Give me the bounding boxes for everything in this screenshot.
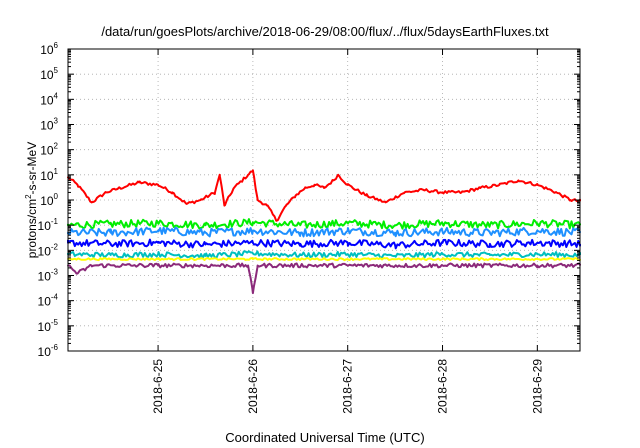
y-tick-base: 10: [38, 345, 52, 359]
y-tick-base: 10: [40, 169, 54, 183]
y-tick-label: 104: [40, 91, 58, 107]
y-tick-exponent: -5: [51, 318, 59, 327]
y-tick-base: 10: [38, 244, 52, 258]
y-tick-base: 10: [38, 219, 52, 233]
axis-ticks: [68, 48, 580, 352]
y-axis-title-exponent: 2: [24, 194, 33, 199]
series-group: [67, 169, 581, 295]
y-tick-exponent: 1: [54, 167, 59, 176]
y-tick-label: 10-4: [38, 293, 59, 309]
y-axis-title-unit: protons/cm: [25, 199, 39, 258]
y-tick-label: 10-3: [38, 268, 59, 284]
y-axis-title: protons/cm2-s-sr-MeV: [24, 142, 39, 258]
y-tick-base: 10: [40, 194, 54, 208]
y-tick-exponent: 0: [54, 192, 59, 201]
y-tick-label: 100: [40, 192, 58, 208]
x-tick-label: 2018-6-28: [436, 359, 450, 414]
y-tick-base: 10: [40, 43, 54, 57]
y-tick-label: 101: [40, 167, 58, 183]
y-tick-label: 102: [40, 142, 58, 158]
y-tick-exponent: 2: [54, 142, 59, 151]
series-line: [67, 262, 581, 295]
y-tick-base: 10: [40, 144, 54, 158]
y-tick-base: 10: [40, 93, 54, 107]
y-tick-exponent: 4: [54, 91, 59, 100]
y-tick-exponent: -1: [51, 217, 59, 226]
x-tick-label: 2018-6-25: [151, 359, 165, 414]
series-line: [67, 226, 581, 238]
series-line: [67, 238, 581, 250]
y-axis-labels: 10-610-510-410-310-210-11001011021031041…: [38, 41, 59, 359]
x-axis-title: Coordinated Universal Time (UTC): [225, 430, 424, 445]
y-tick-base: 10: [38, 270, 52, 284]
y-tick-base: 10: [40, 68, 54, 82]
y-tick-label: 105: [40, 66, 58, 82]
x-tick-label: 2018-6-26: [246, 359, 260, 414]
grid-lines: [68, 49, 580, 351]
y-tick-base: 10: [38, 295, 52, 309]
y-tick-label: 106: [40, 41, 58, 57]
y-tick-exponent: 5: [54, 66, 59, 75]
y-tick-exponent: -6: [51, 343, 59, 352]
series-line: [67, 257, 581, 262]
series-line: [67, 218, 581, 230]
chart-title: /data/run/goesPlots/archive/2018-06-29/0…: [101, 24, 549, 39]
x-tick-label: 2018-6-27: [341, 359, 355, 414]
y-tick-exponent: -2: [51, 242, 59, 251]
series-line: [67, 169, 581, 222]
series-line: [67, 250, 581, 260]
y-tick-exponent: 3: [54, 117, 59, 126]
y-tick-label: 10-5: [38, 318, 59, 334]
y-tick-base: 10: [40, 119, 54, 133]
y-tick-exponent: -3: [51, 268, 59, 277]
y-tick-label: 103: [40, 117, 58, 133]
x-tick-label: 2018-6-29: [530, 359, 544, 414]
y-tick-exponent: -4: [51, 293, 59, 302]
y-tick-label: 10-2: [38, 242, 59, 258]
y-axis-title-rest: -s-sr-MeV: [25, 142, 39, 195]
y-tick-label: 10-6: [38, 343, 59, 359]
y-tick-exponent: 6: [54, 41, 59, 50]
y-tick-base: 10: [38, 320, 52, 334]
y-tick-label: 10-1: [38, 217, 59, 233]
x-axis-labels: 2018-6-25 2018-6-26 2018-6-27 2018-6-28 2018…: [151, 359, 544, 414]
